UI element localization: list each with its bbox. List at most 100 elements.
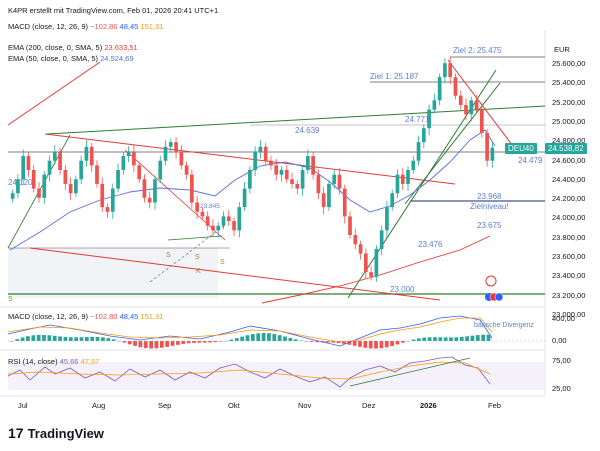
- macd-bar: [90, 336, 95, 341]
- candle-body: [284, 170, 289, 180]
- macd-bar: [234, 338, 239, 341]
- candle-body: [421, 128, 426, 143]
- candle-body: [190, 174, 194, 203]
- macd-axis-top: 400,00: [552, 314, 575, 323]
- trendline-green-sep-base: [167, 235, 223, 241]
- last-price-tag: 24.538,82: [545, 143, 587, 154]
- ema200-label: EMA (200, close, 0, SMA, 5): [8, 43, 103, 52]
- candle-body: [68, 183, 73, 194]
- macd-bar: [218, 341, 223, 342]
- level-23476-label: 23.476: [418, 240, 443, 249]
- ema50-legend: EMA (50, close, 0, SMA, 5) 24.524,69: [8, 54, 134, 63]
- candle-body: [237, 207, 242, 231]
- candle-body: [353, 235, 358, 245]
- candle-body: [379, 230, 384, 249]
- candle-body: [126, 151, 131, 157]
- candle-body: [253, 151, 257, 170]
- candle-body: [121, 156, 126, 170]
- macd-bar: [459, 336, 464, 341]
- macd-bar: [438, 337, 443, 341]
- macd-bar: [486, 334, 491, 341]
- macd-bar: [325, 341, 330, 343]
- macd-bar: [122, 341, 127, 343]
- candle-body: [311, 156, 315, 175]
- macd-val-1: −102,80: [90, 312, 118, 321]
- macd-bar: [283, 336, 287, 341]
- candle-body: [332, 174, 337, 184]
- macd-bar: [176, 341, 180, 345]
- macd-name: MACD (close, 12, 26, 9): [8, 312, 89, 321]
- trendline-red-channel-top: [44, 133, 456, 185]
- rsi-val-1: 45,66: [59, 357, 79, 366]
- macd-top-name: MACD (close, 12, 26, 9): [8, 22, 89, 31]
- candle-body: [184, 165, 189, 175]
- price-tick: 24.000,00: [552, 213, 586, 223]
- macd-bar: [470, 335, 475, 341]
- candle-body: [374, 248, 379, 277]
- macd-bar: [475, 335, 480, 341]
- candle-body: [295, 183, 300, 189]
- tradingview-logo[interactable]: 17 TradingView: [8, 425, 104, 441]
- time-tick: Aug: [92, 401, 106, 410]
- macd-signal-line: [7, 317, 493, 343]
- candle-body: [153, 179, 157, 203]
- rsi-ma-line: [7, 361, 491, 380]
- macd-bar: [154, 341, 159, 349]
- price-tick: 25.400,00: [552, 78, 586, 88]
- candle-body: [274, 165, 279, 175]
- macd-bar: [229, 339, 234, 341]
- candle-body: [158, 160, 163, 180]
- price-tick: 25.600,00: [552, 59, 586, 68]
- macd-bar: [293, 339, 298, 341]
- candle-body: [300, 170, 305, 189]
- macd-bar: [400, 341, 405, 343]
- brand-name: TradingView: [27, 425, 104, 441]
- support-marker-s1: S: [166, 252, 171, 259]
- dividend-icon-3[interactable]: [494, 292, 504, 302]
- macd-bar: [277, 335, 282, 341]
- macd-bar: [31, 335, 36, 341]
- candle-body: [432, 100, 437, 110]
- candle-body: [58, 151, 62, 170]
- symbol-tag: DEU40: [505, 143, 537, 154]
- macd-bar: [267, 333, 271, 341]
- candle-body: [369, 272, 373, 277]
- candle-body: [42, 174, 47, 198]
- zielniveau-label: Zielniveau!: [470, 202, 509, 211]
- candle-body: [179, 151, 184, 166]
- ema50-label: EMA (50, close, 0, SMA, 5): [8, 54, 99, 63]
- macd-histogram: [10, 333, 491, 349]
- candle-body: [406, 170, 410, 184]
- macd-bar: [181, 341, 186, 344]
- candle-body: [290, 179, 294, 184]
- time-tick: Sep: [158, 401, 172, 410]
- trendline-green-rise: [347, 69, 497, 299]
- candle-body: [443, 63, 447, 78]
- rsi-line: [7, 356, 491, 388]
- macd-bar: [165, 341, 170, 347]
- macd-bar: [347, 341, 352, 345]
- candle-body: [137, 165, 142, 180]
- candle-body: [168, 142, 173, 147]
- candle-body: [211, 225, 215, 231]
- macd-top-val-3: 151,31: [140, 22, 164, 31]
- macd-bar: [251, 334, 255, 341]
- macd-val-2: 48,45: [119, 312, 139, 321]
- candle-body: [147, 197, 152, 203]
- support-marker-s3: S: [195, 254, 200, 261]
- event-icon[interactable]: [485, 275, 497, 287]
- candle-body: [490, 147, 495, 161]
- macd-bar: [422, 337, 427, 341]
- macd-bar: [395, 341, 400, 345]
- macd-bar: [10, 341, 14, 342]
- price-tick: 23.200,00: [552, 290, 586, 300]
- candle-body: [385, 207, 389, 231]
- time-tick: Dez: [362, 401, 376, 410]
- macd-axis-mid: 0,00: [552, 336, 567, 345]
- candle-body: [263, 146, 268, 161]
- candle-body: [221, 216, 226, 226]
- macd-bar: [52, 335, 57, 341]
- candle-body: [248, 170, 252, 189]
- macd-val-3: 151,31: [140, 312, 164, 321]
